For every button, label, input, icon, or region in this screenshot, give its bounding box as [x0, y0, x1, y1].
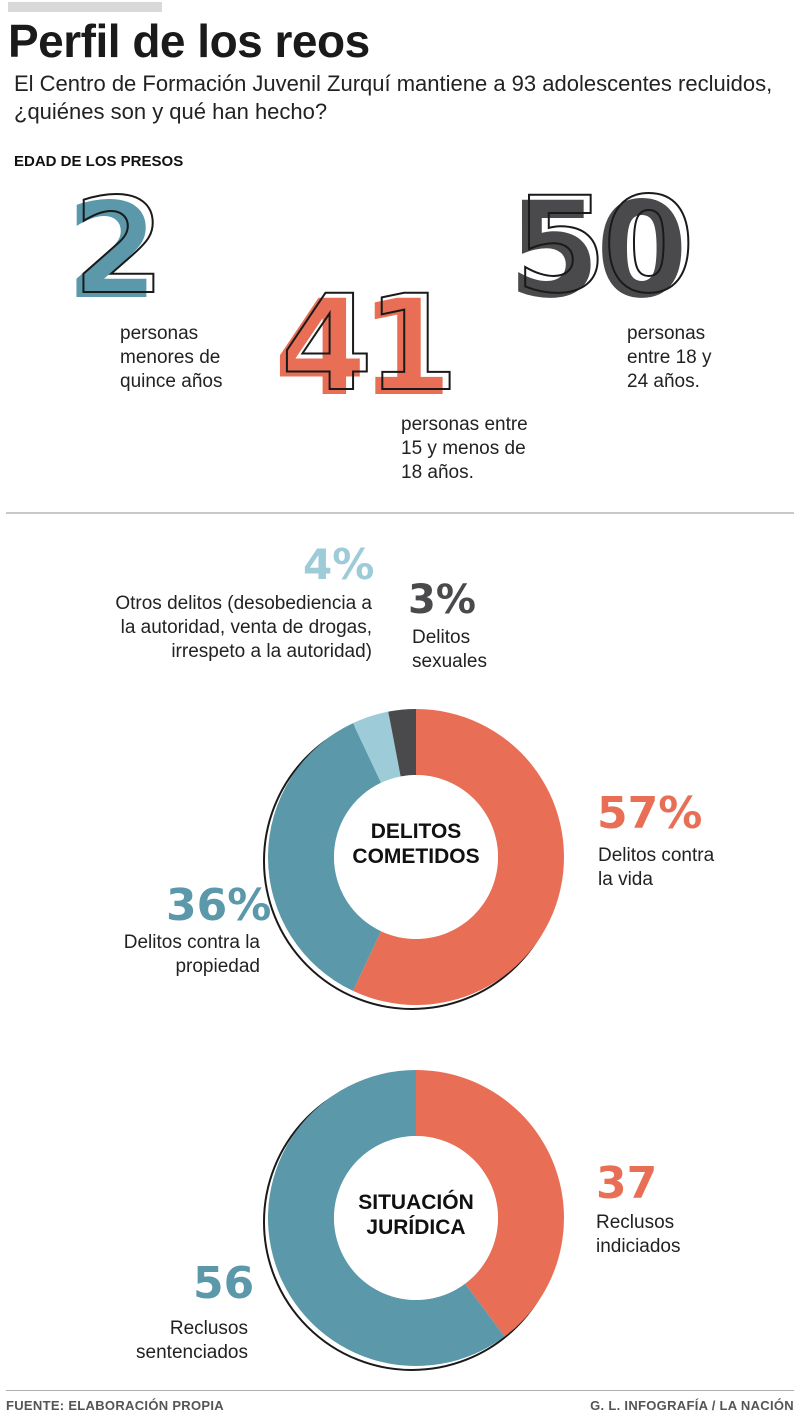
footer-credit: G. L. INFOGRAFÍA / LA NACIÓN — [590, 1398, 794, 1413]
pct-label-propiedad: 36% — [166, 880, 272, 931]
section-divider — [6, 512, 794, 514]
pct-label-vida: 57% — [597, 788, 703, 839]
donut-center-hole — [334, 775, 498, 939]
footer-source: FUENTE: ELABORACIÓN PROPIA — [6, 1398, 224, 1413]
slice-sentenciados — [268, 1070, 505, 1366]
age-number-15-18-outline: 41 — [280, 267, 460, 421]
age-number-under-15: 2 2 — [66, 180, 176, 318]
page-title: Perfil de los reos — [8, 15, 370, 67]
age-section-label: EDAD DE LOS PRESOS — [14, 153, 184, 170]
label-line: la vida — [598, 869, 653, 890]
age-desc-line: personas — [627, 323, 706, 344]
label-line: sentenciados — [136, 1342, 248, 1363]
label-line: irrespeto a la autoridad) — [171, 641, 372, 662]
pct-label-otros: 4% — [303, 540, 375, 589]
label-line: propiedad — [175, 956, 260, 977]
age-desc-15-18: personas entre 15 y menos de 18 años. — [401, 413, 528, 485]
age-desc-line: menores de — [120, 347, 221, 368]
page-subtitle: El Centro de Formación Juvenil Zurquí ma… — [14, 71, 773, 124]
label-line: Reclusos — [596, 1212, 675, 1233]
donut-center-hole — [334, 1136, 498, 1300]
age-number-18-24-outline: 50 — [514, 169, 696, 323]
label-line: sexuales — [412, 651, 487, 672]
desc-label-otros: Otros delitos (desobediencia a la autori… — [62, 592, 372, 664]
desc-label-sentenciados: Reclusos sentenciados — [48, 1317, 248, 1365]
center-label-line: SITUACIÓN — [358, 1191, 474, 1214]
age-number-15-18-fill: 41 — [274, 272, 452, 426]
age-number-under-15-outline: 2 — [72, 170, 166, 324]
label-line: Delitos — [412, 627, 471, 648]
slice-vida — [352, 709, 564, 1005]
age-number-15-18: 41 41 — [274, 277, 460, 415]
slice-sexuales — [388, 709, 416, 777]
slice-propiedad — [268, 723, 382, 991]
age-number-18-24-fill: 50 — [508, 174, 688, 328]
crimes-donut-chart — [263, 709, 564, 1010]
age-desc-line: personas — [120, 323, 199, 344]
label-line: indiciados — [596, 1236, 681, 1257]
center-label-line: COMETIDOS — [352, 845, 480, 868]
label-line: la autoridad, venta de drogas, — [120, 617, 372, 638]
desc-label-indiciados: Reclusos indiciados — [596, 1211, 681, 1259]
desc-label-vida: Delitos contra la vida — [598, 844, 714, 892]
label-line: Reclusos — [169, 1318, 248, 1339]
center-label-line: DELITOS — [370, 820, 462, 843]
legal-center-label: SITUACIÓN JURÍDICA — [336, 1190, 496, 1240]
top-accent-bar — [8, 2, 162, 12]
label-line: Delitos contra la — [123, 932, 260, 953]
age-desc-line: personas entre — [401, 414, 528, 435]
age-desc-line: 15 y menos de — [401, 438, 526, 459]
desc-label-propiedad: Delitos contra la propiedad — [60, 931, 260, 979]
pct-label-sexuales: 3% — [408, 577, 476, 623]
value-label-sentenciados: 56 — [193, 1258, 255, 1309]
age-desc-line: 24 años. — [627, 371, 700, 392]
crimes-center-label: DELITOS COMETIDOS — [336, 819, 496, 869]
age-desc-line: entre 18 y — [627, 347, 712, 368]
age-desc-under-15: personas menores de quince años — [120, 322, 222, 394]
slice-indiciados — [416, 1070, 565, 1337]
label-line: Delitos contra — [598, 845, 715, 866]
desc-label-sexuales: Delitos sexuales — [412, 626, 487, 674]
slice-otros — [352, 711, 401, 783]
center-label-line: JURÍDICA — [366, 1216, 466, 1239]
age-desc-line: 18 años. — [401, 462, 474, 483]
footer-divider — [6, 1390, 794, 1391]
legal-donut-chart — [263, 1070, 565, 1371]
value-label-indiciados: 37 — [596, 1158, 658, 1209]
age-desc-18-24: personas entre 18 y 24 años. — [627, 322, 712, 394]
age-number-under-15-fill: 2 — [66, 175, 158, 329]
age-number-18-24: 50 50 — [508, 179, 728, 317]
age-desc-line: quince años — [120, 371, 223, 392]
label-line: Otros delitos (desobediencia a — [115, 593, 372, 614]
